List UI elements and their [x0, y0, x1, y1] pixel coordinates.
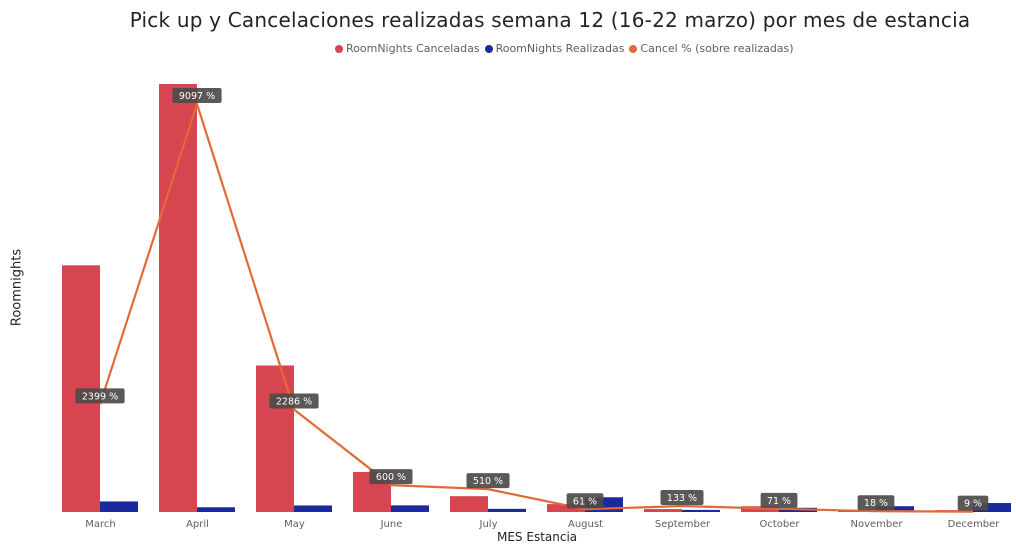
x-tick-label: June — [380, 519, 403, 530]
data-label-bg — [269, 393, 319, 409]
x-tick-label: March — [85, 519, 115, 530]
x-axis-title: MES Estancia — [497, 530, 578, 544]
bar-realizadas — [197, 507, 235, 512]
legend-marker-cancel-pct — [629, 44, 638, 53]
legend-marker-realizadas — [484, 44, 493, 53]
data-label-bg — [660, 490, 704, 506]
chart-legend: RoomNights Canceladas RoomNights Realiza… — [335, 42, 799, 55]
data-label-bg — [760, 492, 798, 508]
data-label: 2286 % — [276, 396, 312, 407]
bar-canceladas — [450, 496, 488, 512]
legend-item-realizadas[interactable]: RoomNights Realizadas — [484, 42, 625, 55]
x-tick-label: April — [186, 519, 209, 530]
x-tick-label: October — [759, 519, 800, 530]
chart-title: Pick up y Cancelaciones realizadas seman… — [129, 8, 971, 32]
data-label: 18 % — [864, 498, 888, 509]
data-label: 133 % — [667, 493, 697, 504]
bar-canceladas — [644, 509, 682, 512]
bar-realizadas — [488, 508, 526, 512]
data-label: 61 % — [573, 496, 597, 507]
legend-item-cancel-pct[interactable]: Cancel % (sobre realizadas) — [629, 42, 794, 55]
legend-label-canceladas: RoomNights Canceladas — [346, 42, 480, 55]
data-label: 71 % — [767, 496, 791, 507]
bar-canceladas — [159, 84, 197, 512]
data-label-bg — [857, 495, 895, 511]
legend-marker-canceladas — [335, 44, 343, 53]
data-label: 9097 % — [179, 91, 215, 102]
bar-realizadas — [682, 509, 720, 512]
x-tick-label: July — [479, 519, 498, 530]
data-label-bg — [172, 88, 222, 103]
x-tick-label: December — [948, 519, 1001, 530]
data-label-bg — [75, 388, 125, 404]
legend-label-cancel-pct: Cancel % (sobre realizadas) — [640, 42, 794, 55]
data-label: 510 % — [473, 476, 503, 487]
x-tick-label: September — [655, 519, 711, 530]
bar-realizadas — [294, 505, 332, 512]
line-cancel-pct — [98, 102, 974, 513]
bar-realizadas — [876, 506, 914, 512]
data-label-bg — [369, 469, 413, 485]
bar-realizadas — [100, 501, 138, 512]
data-label: 9 % — [964, 499, 982, 510]
x-tick-label: November — [850, 519, 903, 530]
data-label-bg — [466, 473, 510, 489]
legend-item-canceladas[interactable]: RoomNights Canceladas — [335, 42, 480, 55]
bar-canceladas — [547, 504, 585, 512]
bar-realizadas — [973, 503, 1011, 512]
data-label-bg — [957, 495, 989, 511]
bar-realizadas — [391, 505, 429, 512]
bar-canceladas — [256, 365, 294, 512]
data-label: 600 % — [376, 472, 406, 483]
x-tick-label: May — [284, 519, 305, 530]
data-label-bg — [566, 493, 604, 509]
legend-label-realizadas: RoomNights Realizadas — [495, 42, 625, 55]
data-label: 2399 % — [82, 391, 118, 402]
x-tick-label: August — [568, 519, 603, 530]
